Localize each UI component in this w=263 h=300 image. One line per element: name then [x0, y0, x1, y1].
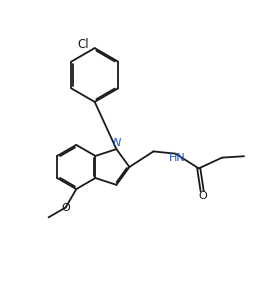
Text: HN: HN [169, 153, 185, 163]
Text: N: N [112, 139, 121, 148]
Text: O: O [61, 203, 70, 213]
Text: Cl: Cl [77, 38, 89, 51]
Text: O: O [198, 191, 207, 201]
